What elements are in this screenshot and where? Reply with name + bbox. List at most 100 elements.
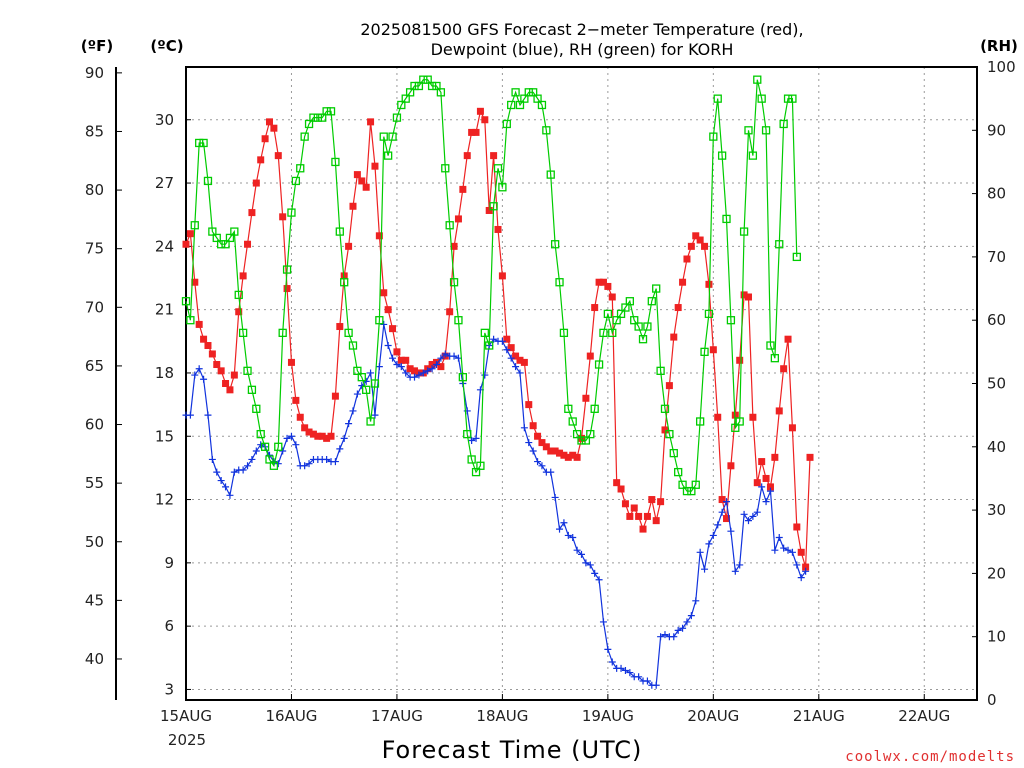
dewpoint-point — [349, 407, 357, 415]
temperature-point — [564, 453, 572, 461]
temperature-point — [309, 430, 317, 438]
relative-humidity-point — [559, 328, 569, 338]
temperature-point — [235, 308, 243, 316]
temperature-point — [327, 432, 335, 440]
dewpoint-point — [617, 664, 625, 672]
temperature-point — [446, 308, 454, 316]
temperature-point — [292, 396, 300, 404]
dewpoint-point — [512, 363, 520, 371]
rh-tick-label: 10 — [987, 628, 1006, 646]
dewpoint-point — [643, 677, 651, 685]
dewpoint-point — [802, 567, 810, 575]
temperature-point — [353, 171, 361, 179]
temperature-point — [362, 183, 370, 191]
fahrenheit-tick-label: 80 — [85, 181, 104, 199]
dewpoint-point — [701, 565, 709, 573]
celsius-tick-label: 30 — [155, 111, 174, 129]
rh-tick-label: 50 — [987, 375, 1006, 393]
relative-humidity-point — [379, 132, 388, 141]
dewpoint-point — [635, 673, 643, 681]
temperature-point — [758, 458, 766, 466]
relative-humidity-point — [652, 284, 661, 293]
relative-humidity-point — [757, 94, 766, 103]
fahrenheit-tick-label: 65 — [85, 357, 104, 375]
temperature-point — [490, 152, 498, 160]
temperature-point — [775, 407, 783, 415]
plot-frame — [185, 66, 978, 701]
dewpoint-point — [208, 455, 216, 463]
relative-humidity-point — [221, 240, 230, 249]
temperature-point — [780, 365, 788, 373]
temperature-point — [709, 346, 717, 354]
relative-humidity-point — [265, 455, 274, 464]
dewpoint-point — [437, 354, 445, 362]
dewpoint-point — [279, 447, 287, 455]
temperature-point — [503, 335, 511, 343]
credit-link[interactable]: coolwx.com/modelts — [845, 749, 1015, 765]
temperature-point — [323, 434, 331, 442]
dewpoint-point — [534, 458, 542, 466]
dewpoint-point — [771, 546, 779, 554]
relative-humidity-point — [419, 75, 428, 84]
dewpoint-point — [762, 498, 770, 506]
dewpoint-point — [336, 445, 344, 453]
temperature-point — [582, 394, 590, 402]
tick-labels: 3 6 9 12 15 18 21 24 27 30 40 45 50 55 60 65 70 75 80 85 90 0… — [85, 58, 1016, 725]
fahrenheit-tick-label: 40 — [85, 650, 104, 668]
temperature-point — [586, 352, 594, 360]
dewpoint-point — [793, 561, 801, 569]
temperature-point — [621, 500, 629, 508]
temperature-point — [551, 447, 559, 455]
temperature-point — [512, 352, 520, 360]
relative-humidity-point — [238, 328, 248, 338]
temperature-point — [547, 447, 555, 455]
dewpoint-point — [547, 468, 555, 476]
temperature-point — [239, 272, 247, 280]
temperature-point — [613, 479, 621, 487]
temperature-point — [279, 213, 287, 221]
temperature-point — [226, 386, 234, 394]
dewpoint-line — [186, 324, 807, 686]
dewpoint-point — [529, 447, 537, 455]
dewpoint-point — [538, 462, 546, 470]
rh-unit-label: (RH) — [980, 37, 1018, 55]
relative-humidity-point — [682, 486, 692, 496]
dewpoint-point — [472, 434, 480, 442]
relative-humidity-point — [304, 119, 314, 129]
dewpoint-point — [569, 534, 577, 542]
temperature-point — [744, 293, 752, 301]
temperature-point — [244, 240, 252, 248]
relative-humidity-point — [630, 316, 639, 325]
temperature-point — [802, 563, 810, 571]
relative-humidity-point — [515, 100, 525, 110]
temperature-point — [257, 156, 265, 164]
temperature-point — [595, 278, 603, 286]
dewpoint-point — [608, 658, 616, 666]
temperature-point — [507, 344, 515, 352]
relative-humidity-point — [550, 240, 560, 249]
relative-humidity-point — [243, 366, 252, 375]
relative-humidity-point — [348, 341, 358, 350]
relative-humidity-point — [555, 278, 564, 287]
year-label: 2025 — [168, 731, 206, 749]
dewpoint-point — [591, 569, 599, 577]
dewpoint-point — [731, 567, 739, 575]
relative-humidity-point — [375, 316, 384, 325]
dewpoint-point — [692, 597, 700, 605]
relative-humidity-point — [190, 221, 199, 230]
temperature-point — [230, 371, 238, 379]
relative-humidity-point — [775, 240, 784, 249]
temperature-point — [687, 242, 695, 250]
relative-humidity-point — [423, 75, 432, 84]
rh-tick-label: 30 — [987, 501, 1006, 519]
temperature-point — [674, 304, 682, 312]
relative-humidity-point — [603, 309, 613, 319]
dewpoint-point — [345, 420, 353, 428]
grid-lines — [185, 67, 977, 700]
temperature-point — [318, 432, 326, 440]
data-series — [181, 75, 814, 689]
relative-humidity-point — [744, 126, 753, 135]
temperature-point — [252, 179, 260, 187]
temperature-point — [437, 363, 445, 371]
relative-humidity-point — [735, 417, 744, 426]
